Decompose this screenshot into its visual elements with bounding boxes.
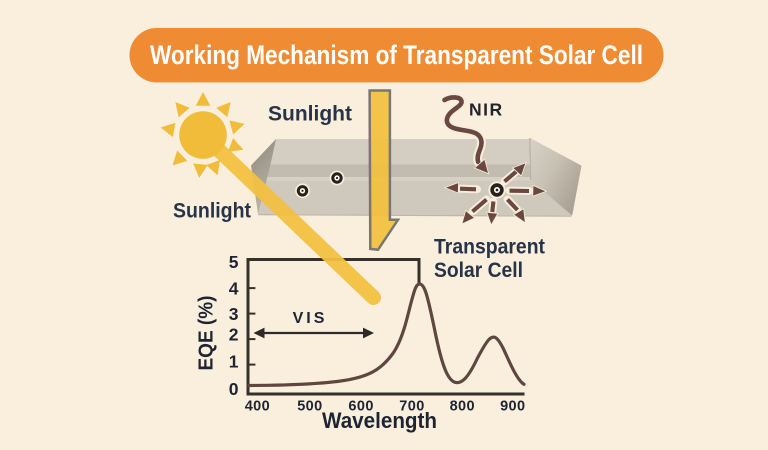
svg-text:1: 1 [229, 352, 239, 372]
svg-text:Sunlight: Sunlight [173, 200, 251, 223]
svg-text:800: 800 [450, 399, 475, 415]
svg-text:0: 0 [229, 379, 239, 399]
svg-text:2: 2 [229, 325, 239, 345]
svg-text:400: 400 [245, 399, 270, 415]
svg-text:NIR: NIR [469, 100, 504, 120]
svg-text:Working Mechanism of Transpare: Working Mechanism of Transparent Solar C… [150, 40, 643, 70]
svg-text:Sunlight: Sunlight [268, 103, 352, 126]
svg-text:Wavelength: Wavelength [322, 408, 437, 433]
svg-text:900: 900 [500, 399, 525, 415]
svg-text:500: 500 [297, 399, 322, 415]
svg-text:VIS: VIS [293, 310, 328, 327]
svg-text:700: 700 [399, 399, 424, 415]
svg-text:3: 3 [229, 304, 239, 324]
svg-text:600: 600 [348, 399, 373, 415]
svg-text:5: 5 [229, 252, 239, 272]
svg-text:Solar Cell: Solar Cell [434, 259, 523, 282]
svg-text:EQE (%): EQE (%) [196, 296, 218, 371]
svg-text:4: 4 [229, 279, 239, 299]
svg-text:Transparent: Transparent [434, 236, 545, 259]
